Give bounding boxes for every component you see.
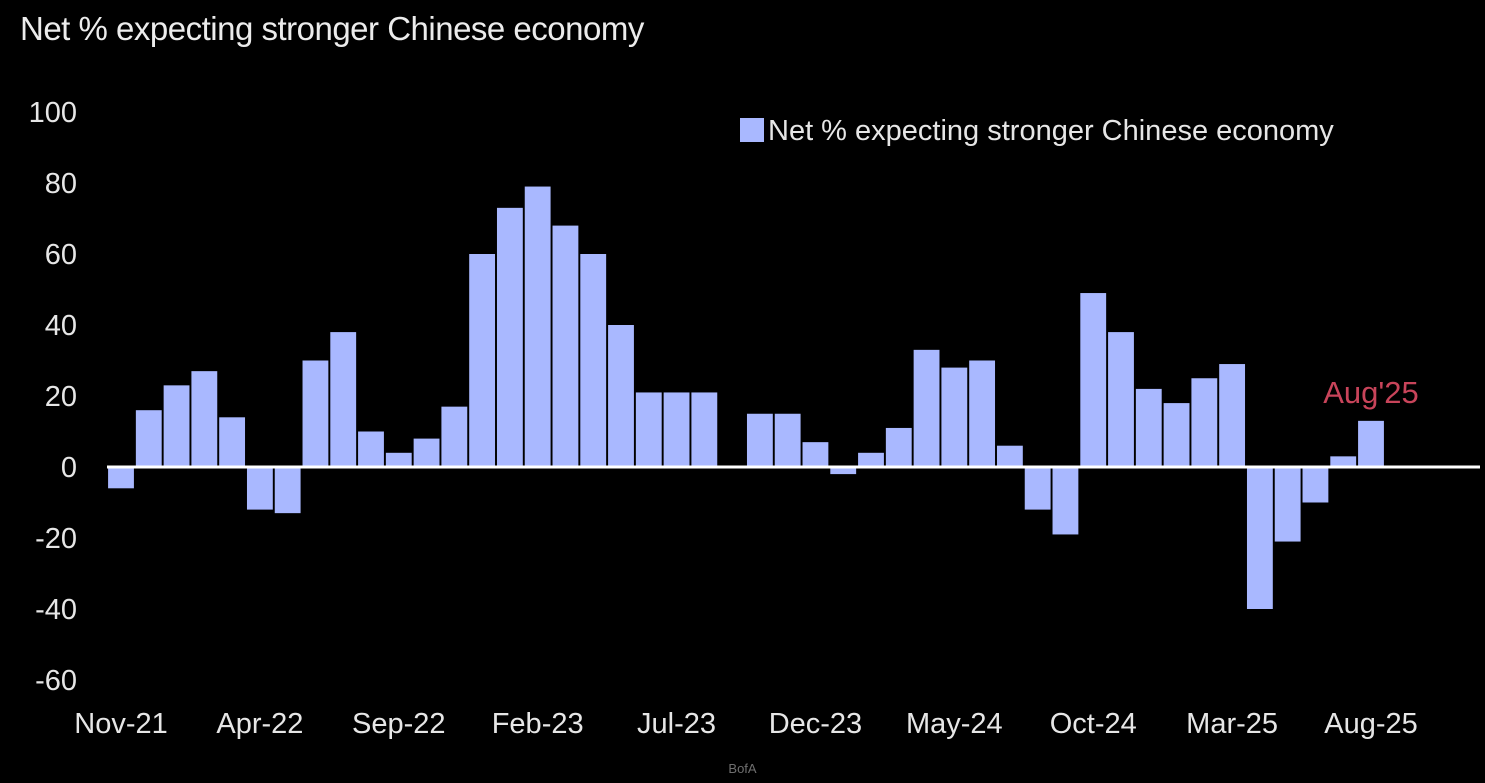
bar	[1274, 467, 1301, 542]
bar	[802, 442, 829, 467]
bar	[1024, 467, 1051, 510]
bar	[191, 371, 218, 467]
bar	[219, 417, 246, 467]
bar	[274, 467, 301, 514]
bar	[1163, 403, 1190, 467]
bar	[1052, 467, 1079, 535]
bar	[246, 467, 273, 510]
bar	[580, 254, 607, 467]
bar	[663, 392, 690, 467]
bar	[441, 406, 468, 467]
bar	[691, 392, 718, 467]
bar	[496, 207, 523, 467]
y-tick-label: -20	[35, 523, 77, 555]
legend: Net % expecting stronger Chinese economy	[740, 115, 1334, 147]
bar	[108, 467, 134, 489]
bar	[941, 367, 968, 467]
bar	[1080, 293, 1107, 467]
x-tick-label: Sep-22	[352, 708, 446, 740]
y-tick-label: 60	[45, 239, 77, 271]
bar	[1358, 420, 1384, 467]
chart-title: Net % expecting stronger Chinese economy	[20, 10, 644, 47]
bar	[830, 467, 857, 475]
bar	[358, 431, 384, 467]
bar	[552, 225, 579, 467]
bar	[1108, 332, 1134, 467]
bar	[330, 332, 357, 467]
bar	[996, 445, 1023, 467]
y-axis-tick-labels: 100 80 60 40 20 0 -20 -40 -60	[29, 97, 77, 697]
x-tick-label: Oct-24	[1050, 708, 1137, 740]
y-tick-label: -40	[35, 594, 77, 626]
x-tick-label: Dec-23	[769, 708, 863, 740]
legend-label: Net % expecting stronger Chinese economy	[768, 115, 1334, 147]
bar	[163, 385, 190, 467]
bar	[1246, 467, 1273, 609]
bar	[885, 427, 912, 467]
x-tick-label: Apr-22	[216, 708, 303, 740]
bar	[774, 413, 801, 467]
bar	[413, 438, 440, 467]
x-axis-tick-labels: Nov-21 Apr-22 Sep-22 Feb-23 Jul-23 Dec-23 May-…	[74, 708, 1418, 740]
bar-series	[108, 186, 1384, 609]
x-tick-label: Nov-21	[74, 708, 168, 740]
bar	[385, 452, 412, 467]
bar	[969, 360, 996, 467]
latest-bar-annotation: Aug'25	[1323, 375, 1419, 410]
legend-swatch	[740, 118, 764, 142]
bar	[469, 254, 496, 467]
y-tick-label: 20	[45, 381, 77, 413]
bar	[1302, 467, 1329, 503]
bar	[135, 410, 162, 467]
bar	[608, 325, 634, 467]
bar	[858, 452, 884, 467]
bar	[1135, 388, 1162, 467]
x-tick-label: Aug-25	[1324, 708, 1418, 740]
bar	[1219, 364, 1246, 467]
bar	[746, 413, 773, 467]
y-tick-label: 40	[45, 310, 77, 342]
source-label: BofA	[728, 761, 757, 776]
bar	[524, 186, 551, 468]
x-tick-label: Feb-23	[492, 708, 584, 740]
y-tick-label: 100	[29, 97, 77, 129]
x-tick-label: May-24	[906, 708, 1003, 740]
x-tick-label: Mar-25	[1186, 708, 1278, 740]
bar	[635, 392, 662, 467]
bar	[913, 349, 940, 467]
bar	[1330, 456, 1357, 467]
y-tick-label: 0	[61, 452, 77, 484]
bar	[1191, 378, 1218, 467]
x-tick-label: Jul-23	[637, 708, 716, 740]
y-tick-label: 80	[45, 168, 77, 200]
y-tick-label: -60	[35, 665, 77, 697]
bar	[302, 360, 329, 467]
